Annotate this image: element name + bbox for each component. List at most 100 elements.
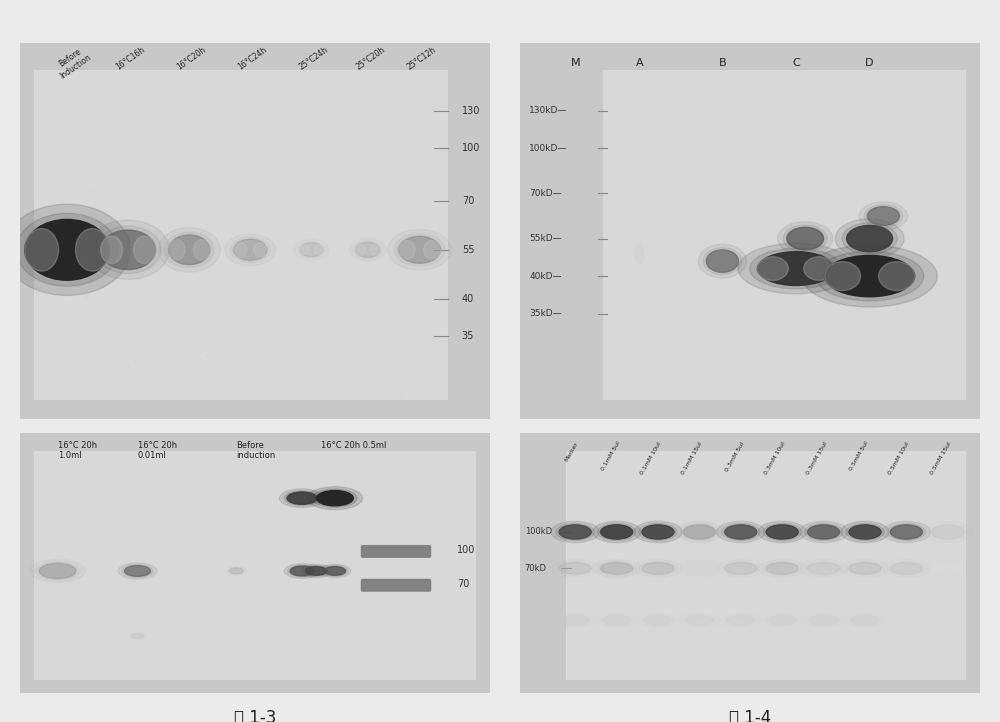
Ellipse shape — [686, 616, 713, 625]
Text: Marker: Marker — [564, 441, 580, 463]
Ellipse shape — [561, 616, 589, 625]
Ellipse shape — [307, 487, 363, 510]
Text: 100kD—: 100kD— — [529, 144, 568, 153]
Ellipse shape — [592, 560, 641, 577]
Ellipse shape — [30, 560, 85, 583]
Ellipse shape — [754, 254, 791, 283]
Ellipse shape — [233, 243, 247, 257]
Ellipse shape — [738, 243, 854, 294]
Ellipse shape — [101, 236, 123, 264]
Ellipse shape — [35, 562, 80, 580]
Ellipse shape — [228, 567, 244, 574]
Ellipse shape — [808, 562, 840, 574]
Ellipse shape — [932, 562, 964, 574]
Text: 0.1mM 5ul: 0.1mM 5ul — [600, 441, 621, 472]
Ellipse shape — [122, 565, 153, 578]
Ellipse shape — [300, 245, 309, 255]
Ellipse shape — [324, 567, 346, 575]
Ellipse shape — [300, 243, 323, 257]
Ellipse shape — [230, 237, 271, 263]
Text: 70: 70 — [462, 196, 474, 206]
Ellipse shape — [288, 565, 316, 577]
Ellipse shape — [132, 633, 143, 638]
Ellipse shape — [758, 521, 806, 543]
Ellipse shape — [600, 562, 633, 574]
Ellipse shape — [725, 525, 757, 539]
Ellipse shape — [642, 562, 674, 574]
Text: 16°C 20h
0.01ml: 16°C 20h 0.01ml — [138, 441, 177, 461]
Ellipse shape — [314, 245, 323, 255]
Ellipse shape — [597, 523, 636, 541]
Text: 25°C20h: 25°C20h — [354, 45, 387, 71]
Ellipse shape — [95, 226, 161, 274]
FancyBboxPatch shape — [34, 451, 476, 680]
Ellipse shape — [750, 248, 842, 289]
Ellipse shape — [808, 525, 840, 539]
Ellipse shape — [303, 565, 329, 576]
Ellipse shape — [355, 242, 380, 258]
Ellipse shape — [783, 225, 827, 252]
Ellipse shape — [316, 490, 353, 506]
Ellipse shape — [725, 562, 757, 574]
Text: 130: 130 — [462, 106, 480, 116]
Ellipse shape — [158, 227, 220, 272]
Ellipse shape — [879, 261, 915, 290]
Text: 35kD—: 35kD— — [529, 309, 562, 318]
Ellipse shape — [639, 561, 677, 575]
Ellipse shape — [169, 235, 210, 265]
Ellipse shape — [810, 616, 837, 625]
Ellipse shape — [25, 229, 59, 271]
Ellipse shape — [72, 225, 113, 275]
Ellipse shape — [887, 523, 926, 541]
Ellipse shape — [634, 521, 682, 543]
Ellipse shape — [319, 565, 351, 578]
Ellipse shape — [816, 254, 870, 297]
Ellipse shape — [388, 230, 451, 270]
Ellipse shape — [101, 230, 156, 269]
Ellipse shape — [225, 234, 276, 266]
Ellipse shape — [556, 523, 595, 541]
Text: 0.5mM 15ul: 0.5mM 15ul — [929, 441, 952, 475]
Ellipse shape — [424, 240, 441, 259]
Ellipse shape — [21, 225, 62, 275]
Ellipse shape — [890, 562, 922, 574]
Text: 图 1-1: 图 1-1 — [234, 441, 276, 459]
Ellipse shape — [825, 261, 861, 290]
Ellipse shape — [758, 560, 806, 577]
Ellipse shape — [592, 521, 641, 543]
Ellipse shape — [597, 561, 636, 575]
Ellipse shape — [750, 251, 796, 287]
Ellipse shape — [675, 521, 724, 543]
Text: 25°C24h: 25°C24h — [298, 45, 330, 71]
Ellipse shape — [279, 489, 325, 508]
Ellipse shape — [118, 563, 157, 579]
Text: 16°C20h: 16°C20h — [176, 45, 208, 71]
FancyBboxPatch shape — [603, 69, 966, 400]
Ellipse shape — [639, 523, 677, 541]
Ellipse shape — [778, 222, 833, 256]
Text: Before
Induction: Before Induction — [52, 44, 93, 81]
Ellipse shape — [870, 254, 924, 297]
Ellipse shape — [766, 525, 798, 539]
Ellipse shape — [721, 561, 760, 575]
Ellipse shape — [164, 232, 214, 268]
Text: 16°C 20h 0.5ml: 16°C 20h 0.5ml — [321, 441, 386, 450]
Ellipse shape — [766, 562, 798, 574]
Ellipse shape — [87, 220, 169, 279]
Ellipse shape — [600, 525, 633, 539]
Text: B: B — [719, 58, 726, 69]
Text: A: A — [636, 58, 643, 69]
Ellipse shape — [644, 616, 672, 625]
Ellipse shape — [193, 240, 210, 260]
Ellipse shape — [841, 521, 889, 543]
Text: 16°C24h: 16°C24h — [237, 45, 269, 71]
Ellipse shape — [551, 560, 599, 577]
FancyBboxPatch shape — [34, 69, 448, 400]
Ellipse shape — [134, 236, 156, 264]
Text: 25°C12h: 25°C12h — [406, 45, 438, 71]
Ellipse shape — [603, 616, 630, 625]
Ellipse shape — [556, 561, 595, 575]
Ellipse shape — [305, 567, 327, 575]
Ellipse shape — [25, 219, 109, 280]
Ellipse shape — [864, 205, 903, 227]
